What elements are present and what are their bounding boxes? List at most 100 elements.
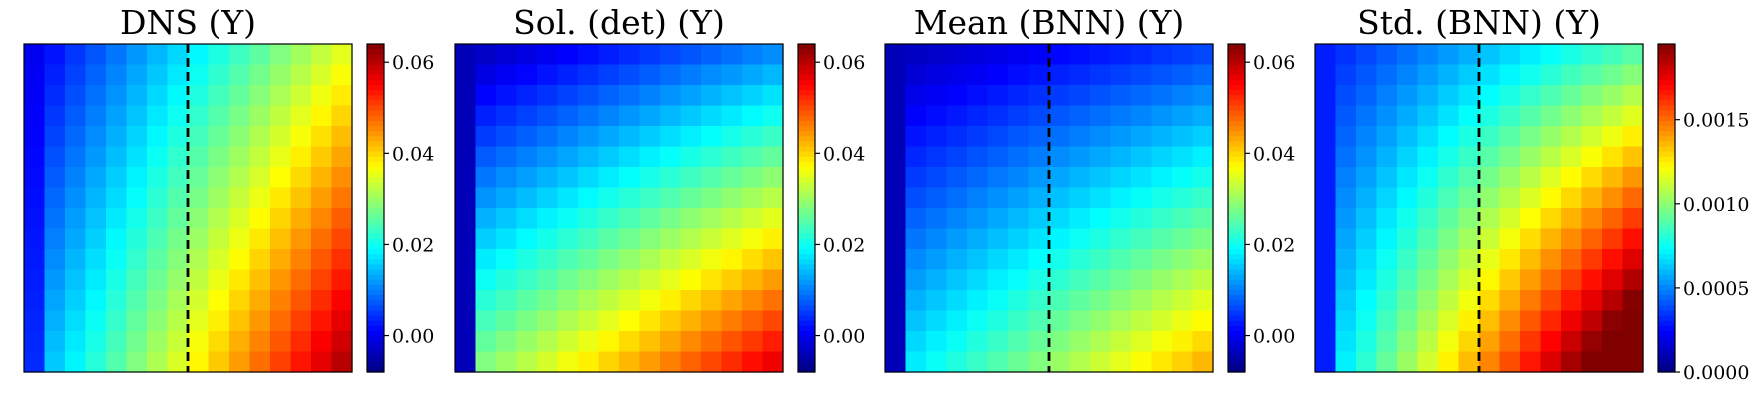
heatmap-cell	[1335, 290, 1357, 312]
heatmap-cell	[967, 85, 989, 107]
heatmap-cell	[1131, 331, 1153, 353]
heatmap-cell	[1479, 310, 1501, 332]
heatmap-cell	[721, 187, 743, 209]
heatmap-cell	[1131, 167, 1153, 189]
heatmap-cell	[475, 228, 497, 250]
colorbar-segment	[798, 202, 815, 209]
heatmap-cell	[147, 310, 169, 332]
colorbar-segment	[1658, 361, 1675, 368]
heatmap-cell	[1356, 105, 1378, 127]
heatmap-cell	[65, 331, 87, 353]
heatmap-cell	[1356, 269, 1378, 291]
heatmap-cell	[1172, 331, 1194, 353]
heatmap-cell	[1151, 290, 1173, 312]
heatmap-cell	[598, 64, 620, 86]
heatmap-cell	[1356, 44, 1378, 66]
colorbar-segment	[798, 110, 815, 117]
heatmap-cell	[1008, 146, 1030, 168]
heatmap-cell	[516, 105, 538, 127]
heatmap-cell	[65, 64, 87, 86]
panel-title: Sol. (det) (Y)	[513, 3, 725, 42]
heatmap-cell	[742, 269, 764, 291]
heatmap-cell	[1622, 85, 1644, 107]
colorbar-segment	[1658, 346, 1675, 353]
colorbar-segment	[367, 141, 384, 148]
heatmap-cell	[537, 167, 559, 189]
heatmap-cell	[537, 64, 559, 86]
heatmap-cell	[65, 146, 87, 168]
heatmap-cell	[311, 126, 333, 148]
colorbar-segment	[1658, 177, 1675, 183]
colorbar-segment	[798, 126, 815, 132]
heatmap-cell	[639, 85, 661, 107]
colorbar-segment	[798, 336, 815, 342]
heatmap-cell	[496, 126, 518, 148]
heatmap-cell	[1499, 310, 1521, 332]
heatmap-cell	[475, 146, 497, 168]
heatmap-cell	[516, 208, 538, 230]
heatmap-cell	[721, 44, 743, 66]
heatmap-cell	[557, 187, 579, 209]
heatmap-cell	[1315, 44, 1337, 66]
heatmap-cell	[1069, 310, 1091, 332]
heatmap-cell	[762, 310, 784, 332]
heatmap-cell	[1172, 105, 1194, 127]
heatmap-cell	[106, 331, 128, 353]
colorbar-segment	[1228, 259, 1245, 265]
heatmap-cell	[926, 228, 948, 250]
colorbar-tick-label: 0.06	[392, 52, 434, 74]
heatmap-cell	[762, 85, 784, 107]
heatmap-cell	[598, 269, 620, 291]
heatmap-cell	[598, 208, 620, 230]
heatmap-cell	[106, 126, 128, 148]
heatmap-cell	[537, 126, 559, 148]
colorbar-segment	[1228, 336, 1245, 342]
heatmap-cell	[1151, 146, 1173, 168]
heatmap-cell	[537, 105, 559, 127]
heatmap-cell	[1499, 208, 1521, 230]
heatmap-cell	[967, 146, 989, 168]
heatmap-cell	[926, 44, 948, 66]
heatmap-cell	[1397, 85, 1419, 107]
colorbar-segment	[367, 223, 384, 230]
heatmap-cell	[1335, 228, 1357, 250]
heatmap-cell	[598, 310, 620, 332]
heatmap-cell	[926, 269, 948, 291]
heatmap-cell	[946, 228, 968, 250]
heatmap-cell	[167, 351, 189, 373]
heatmap-cell	[762, 208, 784, 230]
heatmap-cell	[311, 44, 333, 66]
heatmap-cell	[44, 228, 66, 250]
colorbar-segment	[1658, 238, 1675, 245]
heatmap-cell	[1069, 126, 1091, 148]
colorbar-segment	[367, 361, 384, 368]
colorbar-tick-label: 0.04	[823, 143, 865, 165]
heatmap-cell	[208, 187, 230, 209]
heatmap-cell	[290, 269, 312, 291]
colorbar-segment	[367, 356, 384, 363]
colorbar-segment	[1228, 136, 1245, 142]
panel-title: Std. (BNN) (Y)	[1357, 3, 1601, 42]
heatmap-cell	[967, 208, 989, 230]
heatmap-cell	[1479, 269, 1501, 291]
colorbar-segment	[1658, 69, 1675, 76]
heatmap-cell	[1417, 290, 1439, 312]
colorbar-segment	[1658, 197, 1675, 204]
colorbar-segment	[1658, 100, 1675, 107]
heatmap-cell	[905, 187, 927, 209]
heatmap-cell	[311, 167, 333, 189]
heatmap-cell	[1602, 64, 1624, 86]
heatmap-cell	[188, 228, 210, 250]
heatmap-cell	[619, 105, 641, 127]
colorbar-segment	[1658, 54, 1675, 60]
colorbar-segment	[798, 269, 815, 276]
heatmap-cell	[1192, 105, 1214, 127]
heatmap-cell	[1397, 64, 1419, 86]
heatmap-cell	[290, 146, 312, 168]
heatmap-cell	[987, 249, 1009, 271]
heatmap-cell	[1110, 146, 1132, 168]
heatmap-cell	[188, 167, 210, 189]
heatmap-cell	[1438, 44, 1460, 66]
colorbar-segment	[367, 202, 384, 209]
colorbar-segment	[1228, 74, 1245, 81]
